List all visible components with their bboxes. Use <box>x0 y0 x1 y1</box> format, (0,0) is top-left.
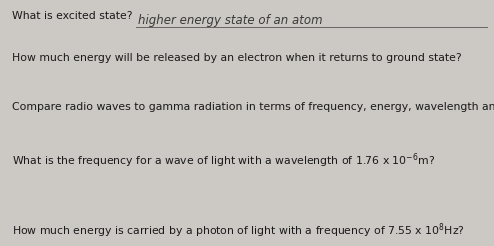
Text: higher energy state of an atom: higher energy state of an atom <box>138 14 323 27</box>
Text: What is the frequency for a wave of light with a wavelength of 1.76 x 10$^{−6}$m: What is the frequency for a wave of ligh… <box>12 151 435 170</box>
Text: What is excited state?: What is excited state? <box>12 11 133 21</box>
Text: How much energy is carried by a photon of light with a frequency of 7.55 x 10$^{: How much energy is carried by a photon o… <box>12 221 465 240</box>
Text: How much energy will be released by an electron when it returns to ground state?: How much energy will be released by an e… <box>12 53 462 63</box>
Text: Compare radio waves to gamma radiation in terms of frequency, energy, wavelength: Compare radio waves to gamma radiation i… <box>12 102 494 112</box>
